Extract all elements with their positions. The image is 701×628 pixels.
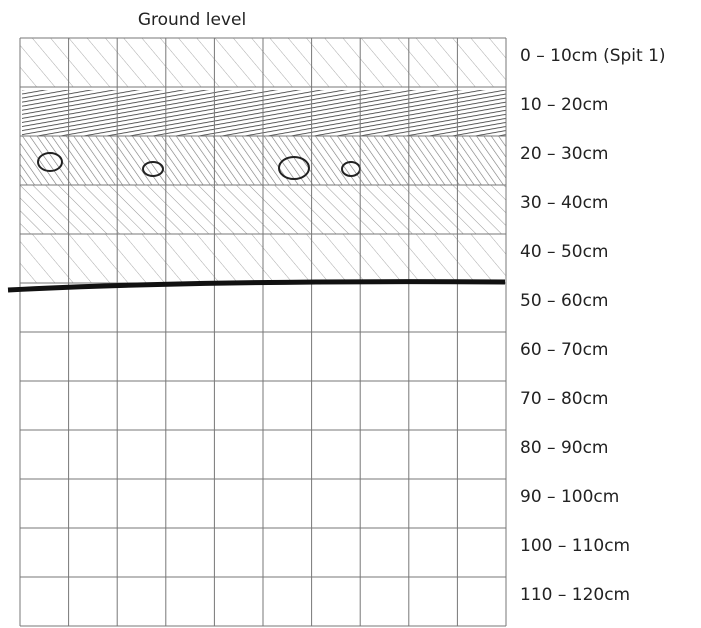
depth-label: 110 – 120cm — [520, 585, 630, 605]
excavation-line — [7, 279, 506, 293]
depth-label: 100 – 110cm — [520, 536, 630, 556]
depth-label: 40 – 50cm — [520, 242, 608, 262]
depth-label: 0 – 10cm (Spit 1) — [520, 46, 666, 66]
depth-label: 50 – 60cm — [520, 291, 608, 311]
depth-label: 20 – 30cm — [520, 144, 608, 164]
depth-label: 60 – 70cm — [520, 340, 608, 360]
depth-label: 30 – 40cm — [520, 193, 608, 213]
ground-level-label: Ground level — [138, 10, 246, 30]
depth-label: 90 – 100cm — [520, 487, 619, 507]
depth-label: 10 – 20cm — [520, 95, 608, 115]
depth-label: 80 – 90cm — [520, 438, 608, 458]
pebbles — [37, 152, 361, 180]
hatch-dense — [22, 90, 506, 136]
grid — [19, 37, 507, 627]
depth-label: 70 – 80cm — [520, 389, 608, 409]
